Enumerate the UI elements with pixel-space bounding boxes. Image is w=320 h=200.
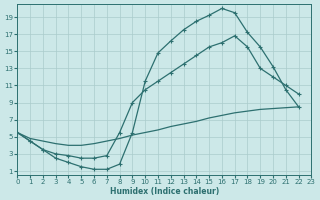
X-axis label: Humidex (Indice chaleur): Humidex (Indice chaleur) bbox=[110, 187, 219, 196]
